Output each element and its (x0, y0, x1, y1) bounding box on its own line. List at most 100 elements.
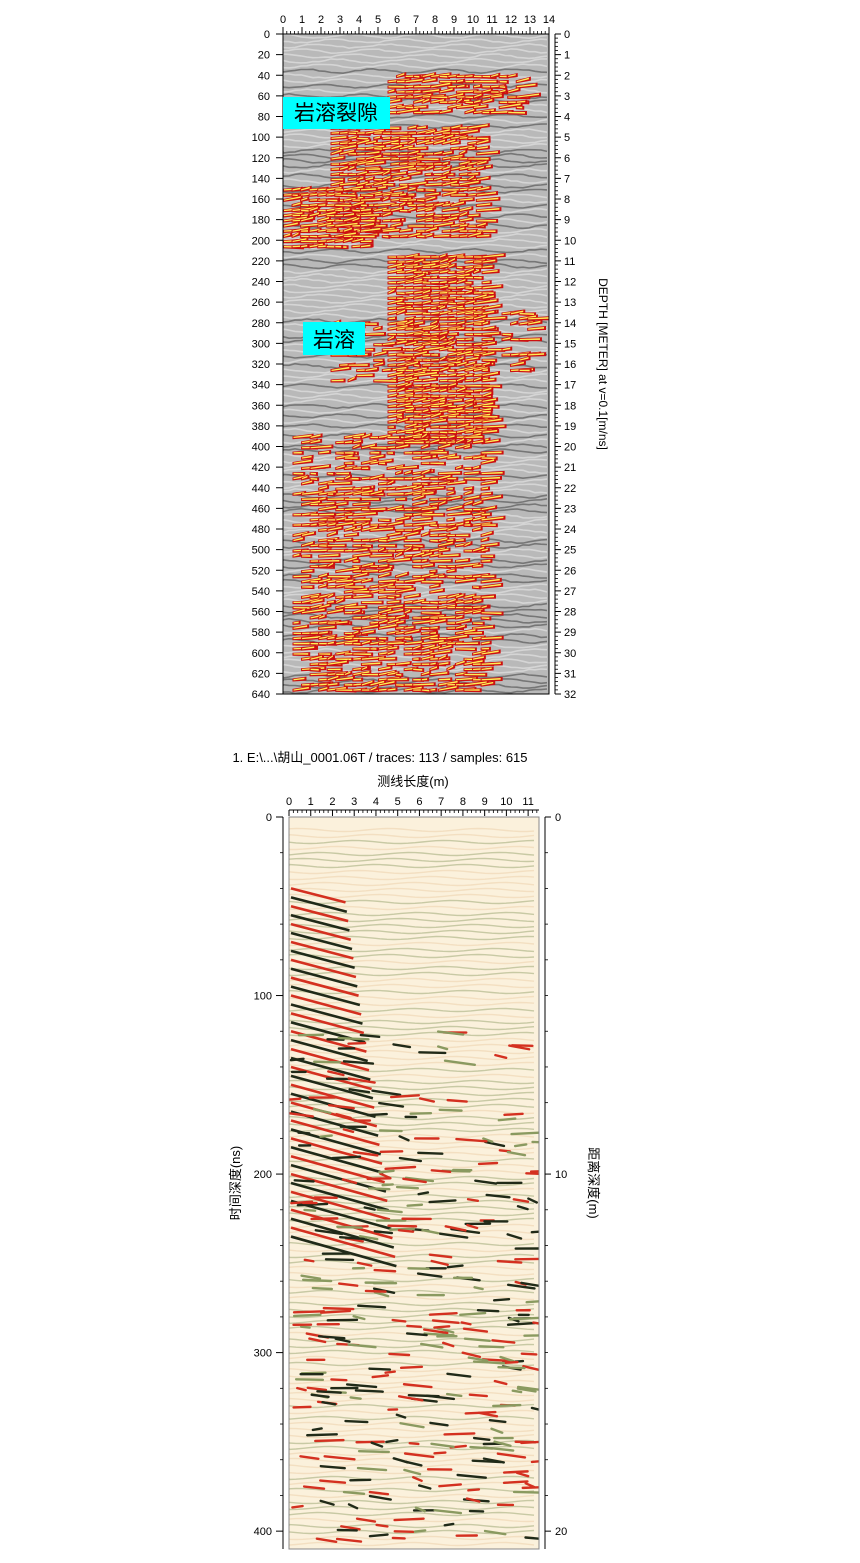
anomaly-yellow-band (502, 347, 511, 351)
anomaly-yellow-band (421, 639, 444, 645)
reflection-band (355, 1517, 377, 1523)
anomaly-yellow-band (382, 175, 391, 181)
reflection-band (511, 1389, 523, 1394)
anomaly-yellow-band (413, 511, 433, 516)
anomaly-yellow-band (476, 219, 497, 222)
reflection-band (466, 1198, 480, 1203)
anomaly-yellow-band (319, 486, 328, 490)
anomaly-yellow-band (414, 263, 436, 268)
anomaly-yellow-band (408, 232, 421, 237)
anomaly-yellow-band (474, 402, 494, 408)
anomaly-yellow-band (387, 436, 400, 439)
reflection-band (407, 1393, 440, 1398)
reflection-band (474, 1179, 498, 1185)
reflection-band (397, 1395, 424, 1402)
anomaly-yellow-band (361, 433, 371, 438)
anomaly-yellow-band (438, 474, 451, 480)
radar-striation (289, 1253, 535, 1259)
anomaly-yellow-band (387, 608, 404, 614)
anomaly-yellow-band (439, 341, 452, 346)
anomaly-yellow-band (439, 399, 446, 402)
anomaly-yellow-band (448, 435, 455, 438)
anomaly-yellow-band (473, 656, 484, 660)
anomaly-yellow-band (422, 289, 431, 294)
reflection-band (506, 1321, 537, 1326)
anomaly-yellow-band (421, 506, 437, 511)
reflection-band (520, 1281, 539, 1287)
anomaly-yellow-band (421, 531, 429, 536)
anomaly-yellow-band (397, 418, 408, 423)
anomaly-yellow-band (473, 650, 486, 655)
anomaly-yellow-band (374, 224, 386, 227)
anomaly-yellow-band (396, 470, 402, 475)
anomaly-yellow-band (422, 378, 437, 382)
anomaly-yellow-band (417, 217, 433, 222)
anomaly-yellow-band (481, 681, 494, 686)
reflection-band (290, 887, 346, 904)
top-y-left-tick-label: 240 (252, 277, 270, 289)
anomaly-yellow-band (468, 124, 488, 129)
reflection-band (506, 1150, 527, 1157)
reflection-band (306, 1433, 338, 1437)
anomaly-yellow-band (481, 641, 490, 645)
anomaly-yellow-band (456, 321, 465, 325)
reflection-band (524, 1536, 539, 1540)
reflection-band (335, 1112, 352, 1120)
anomaly-yellow-band (481, 531, 492, 536)
reflection-band (443, 1432, 476, 1436)
radar-striation (289, 863, 535, 869)
anomaly-yellow-band (439, 403, 452, 408)
anomaly-yellow-band (465, 356, 479, 361)
anomaly-yellow-band (482, 341, 495, 346)
anomaly-yellow-band (468, 214, 479, 217)
anomaly-yellow-band (511, 361, 524, 366)
anomaly-yellow-band (448, 317, 456, 320)
anomaly-yellow-band (361, 630, 374, 634)
anomaly-yellow-band (340, 149, 355, 155)
anomaly-yellow-band (456, 366, 476, 371)
anomaly-yellow-band (482, 285, 502, 289)
anomaly-yellow-band (336, 639, 358, 645)
anomaly-yellow-band (327, 531, 337, 536)
top-y-left-tick-label: 620 (252, 668, 270, 680)
anomaly-yellow-band (476, 176, 489, 181)
reflection-band (492, 1297, 511, 1302)
anomaly-yellow-band (448, 373, 457, 377)
anomaly-yellow-band (387, 688, 396, 691)
anomaly-yellow-band (361, 467, 369, 469)
reflection-band (416, 1272, 443, 1278)
anomaly-yellow-band (421, 671, 430, 676)
top-y-right-tick-label: 27 (564, 586, 576, 598)
top-y-left-tick-label: 360 (252, 400, 270, 412)
anomaly-yellow-band (361, 624, 379, 629)
reflection-band (455, 1137, 488, 1143)
reflection-band (308, 1337, 327, 1344)
radar-striation (289, 1541, 535, 1547)
reflection-band (368, 1187, 391, 1191)
anomaly-yellow-band (465, 373, 473, 377)
top-y-right-tick-label: 20 (564, 442, 576, 454)
anomaly-yellow-band (516, 93, 539, 98)
anomaly-yellow-band (361, 640, 370, 645)
anomaly-yellow-band (397, 73, 405, 78)
anomaly-yellow-band (491, 110, 512, 114)
anomaly-yellow-band (327, 549, 347, 552)
anomaly-yellow-band (387, 600, 400, 603)
anomaly-yellow-band (399, 201, 406, 206)
anomaly-yellow-band (481, 480, 496, 485)
anomaly-yellow-band (473, 586, 479, 589)
anomaly-yellow-band (293, 537, 303, 542)
anomaly-yellow-band (481, 617, 490, 620)
anomaly-yellow-band (456, 285, 470, 289)
anomaly-yellow-band (464, 594, 475, 598)
anomaly-yellow-band (382, 170, 390, 176)
anomaly-yellow-band (464, 689, 480, 691)
top-y-left-tick-label: 480 (252, 524, 270, 536)
radar-striation (289, 1391, 535, 1397)
reflection-band (484, 1140, 506, 1148)
anomaly-yellow-band (396, 620, 404, 624)
anomaly-yellow-band (430, 688, 436, 691)
top-y-right-tick-label: 31 (564, 668, 576, 680)
anomaly-yellow-band (413, 645, 421, 650)
anomaly-yellow-band (425, 178, 436, 181)
